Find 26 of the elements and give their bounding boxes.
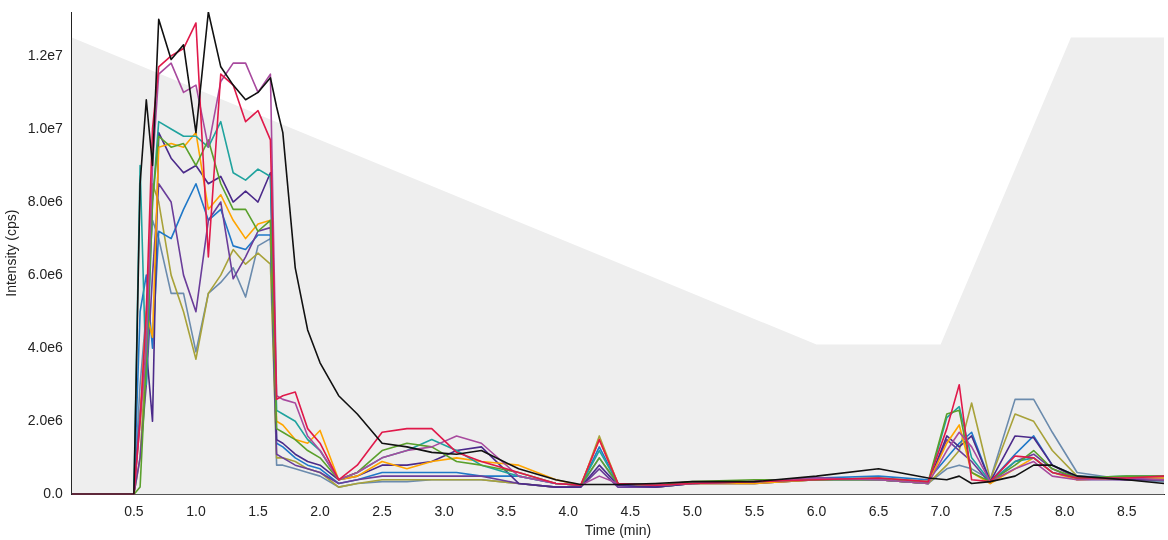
y-tick-label: 8.0e6 <box>27 192 64 209</box>
x-tick-label: 4.0 <box>558 502 579 519</box>
x-tick-label: 0.5 <box>124 502 144 519</box>
x-tick-label: 3.5 <box>496 502 517 519</box>
x-tick-label: 3.0 <box>434 502 455 519</box>
y-tick-label: 6.0e6 <box>27 265 64 282</box>
x-tick-label: 5.0 <box>682 502 703 519</box>
x-tick-label: 1.5 <box>248 502 268 519</box>
y-tick-label: 2.0e6 <box>27 412 64 429</box>
y-axis-title: Intensity (cps) <box>3 209 20 297</box>
x-tick-label: 2.0 <box>310 502 330 519</box>
y-tick-label: 1.0e7 <box>27 119 64 136</box>
x-axis-title: Time (min) <box>584 522 652 539</box>
x-tick-label: 1.0 <box>186 502 206 519</box>
y-tick-label: 0.0 <box>43 485 64 502</box>
x-tick-label: 2.5 <box>372 502 393 519</box>
x-tick-label: 6.0 <box>806 502 827 519</box>
x-tick-label: 8.0 <box>1054 502 1075 519</box>
y-tick-label: 4.0e6 <box>27 339 64 356</box>
x-tick-label: 7.5 <box>992 502 1013 519</box>
x-tick-label: 5.5 <box>744 502 765 519</box>
x-tick-label: 4.5 <box>620 502 641 519</box>
y-tick-label: 1.2e7 <box>27 46 64 63</box>
x-tick-label: 7.0 <box>930 502 951 519</box>
x-tick-label: 6.5 <box>868 502 889 519</box>
x-tick-label: 8.5 <box>1117 502 1137 519</box>
